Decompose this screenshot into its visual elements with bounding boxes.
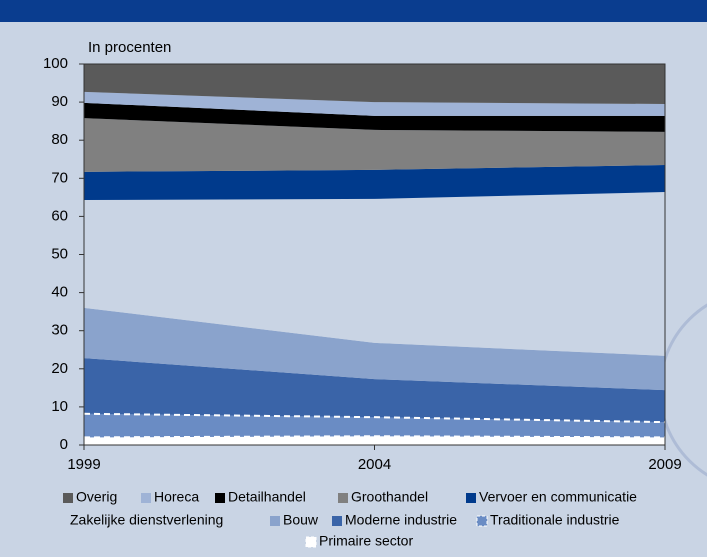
legend-label: Traditionale industrie [490, 512, 620, 528]
legend-swatch [476, 515, 488, 527]
y-tick-label: 50 [51, 245, 68, 262]
area [84, 192, 665, 356]
area [84, 91, 665, 116]
x-tick-label: 2009 [648, 456, 681, 473]
area [84, 64, 665, 105]
y-tick-label: 60 [51, 207, 68, 224]
legend-label: Horeca [154, 489, 199, 505]
legend-label: Groothandel [351, 489, 428, 505]
legend-label: Vervoer en communicatie [479, 489, 637, 505]
legend-swatch [63, 493, 73, 503]
legend-swatch [141, 493, 151, 503]
area [84, 102, 665, 132]
y-tick-label: 30 [51, 322, 68, 339]
legend-swatch [215, 493, 225, 503]
y-tick-label: 40 [51, 284, 68, 301]
y-tick-label: 80 [51, 131, 68, 148]
legend-swatch [57, 516, 67, 526]
legend-label: Detailhandel [228, 489, 306, 505]
legend-label: Overig [76, 489, 117, 505]
x-tick-label: 2004 [358, 456, 391, 473]
legend-swatch [305, 536, 317, 548]
area [84, 358, 665, 423]
y-tick-label: 20 [51, 360, 68, 377]
legend-label: Moderne industrie [345, 512, 457, 528]
header-band [0, 0, 707, 22]
area [84, 436, 665, 445]
legend-swatch [332, 516, 342, 526]
y-tick-label: 0 [60, 436, 68, 453]
legend-label: Primaire sector [319, 533, 413, 549]
y-tick-label: 70 [51, 169, 68, 186]
area [84, 307, 665, 391]
legend-swatch [466, 493, 476, 503]
legend-label: Bouw [283, 512, 319, 528]
dashed-boundary [83, 435, 666, 439]
legend-label: Zakelijke dienstverlening [70, 512, 223, 528]
y-axis-label: In procenten [88, 39, 171, 56]
y-tick-label: 10 [51, 398, 68, 415]
dashed-boundary [83, 412, 666, 424]
area [84, 164, 665, 201]
y-tick-label: 90 [51, 93, 68, 110]
legend-swatch [270, 516, 280, 526]
x-tick-label: 1999 [67, 456, 100, 473]
legend-swatch [338, 493, 348, 503]
y-tick-label: 100 [43, 55, 68, 72]
area [84, 118, 665, 172]
